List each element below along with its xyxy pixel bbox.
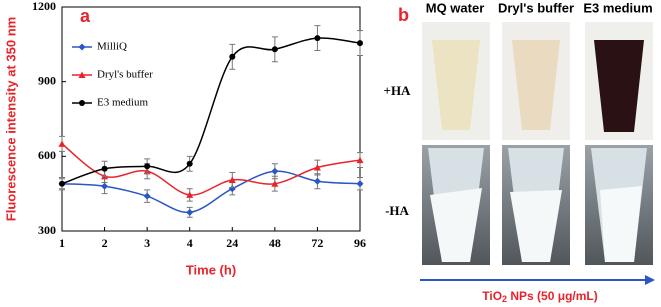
photo-grid — [422, 22, 653, 265]
tube — [512, 40, 560, 130]
column-header: MQ water — [426, 0, 485, 15]
marker — [271, 180, 279, 187]
marker — [229, 53, 236, 60]
legend-label: E3 medium — [97, 97, 148, 109]
marker — [356, 180, 364, 188]
marker — [356, 156, 364, 164]
column-header: E3 medium — [583, 0, 652, 15]
suspension — [430, 188, 482, 262]
caption-part: TiO — [482, 289, 502, 303]
legend-marker — [79, 100, 85, 106]
marker — [271, 167, 279, 175]
column-header: Dryl's buffer — [498, 0, 574, 15]
caption-subscript: 2 — [502, 294, 507, 304]
x-tick-label: 24 — [226, 236, 238, 250]
x-tick-label: 4 — [187, 236, 193, 250]
x-tick-label: 48 — [269, 236, 281, 250]
marker — [186, 208, 194, 216]
tube — [432, 40, 480, 130]
marker — [228, 176, 236, 183]
legend-marker — [78, 43, 86, 51]
legend-label: MilliQ — [97, 41, 127, 53]
y-tick-label: 600 — [38, 148, 56, 162]
plot-frame — [61, 6, 361, 232]
marker — [101, 165, 108, 172]
legend-label: Dryl's buffer — [97, 69, 153, 81]
series-line — [61, 143, 361, 196]
marker — [271, 46, 278, 53]
panel-label: a — [80, 6, 91, 26]
caption-part: NPs (50 μg/mL) — [507, 289, 598, 303]
marker — [313, 177, 321, 185]
marker — [143, 192, 151, 200]
tube — [594, 40, 644, 132]
y-tick-label: 900 — [38, 73, 56, 87]
row-label: -HA — [385, 203, 409, 218]
y-tick-label: 300 — [38, 223, 56, 237]
y-tick-label: 1200 — [32, 0, 56, 13]
suspension — [600, 186, 642, 262]
marker — [101, 182, 109, 190]
x-tick-label: 96 — [354, 236, 366, 250]
marker — [59, 180, 65, 187]
arrow-head — [645, 275, 655, 285]
x-axis-label: Time (h) — [186, 262, 236, 277]
x-tick-label: 1 — [59, 236, 65, 250]
suspension — [510, 190, 562, 262]
marker — [186, 191, 194, 198]
marker — [228, 185, 236, 193]
row-label: +HA — [384, 83, 412, 98]
marker — [314, 35, 321, 42]
legend-marker — [78, 71, 86, 78]
marker — [357, 40, 363, 47]
marker — [313, 164, 321, 171]
panel-label: b — [398, 5, 409, 25]
x-tick-label: 2 — [102, 236, 108, 250]
series-line — [61, 37, 361, 185]
x-tick-label: 72 — [311, 236, 323, 250]
caption: TiO2 NPs (50 μg/mL) — [482, 289, 598, 304]
series-line — [61, 170, 361, 214]
x-tick-label: 3 — [144, 236, 150, 250]
marker — [186, 160, 193, 167]
marker — [58, 140, 66, 147]
marker — [144, 163, 151, 170]
y-axis-label: Fluorescence intensity at 350 nm — [3, 17, 18, 221]
